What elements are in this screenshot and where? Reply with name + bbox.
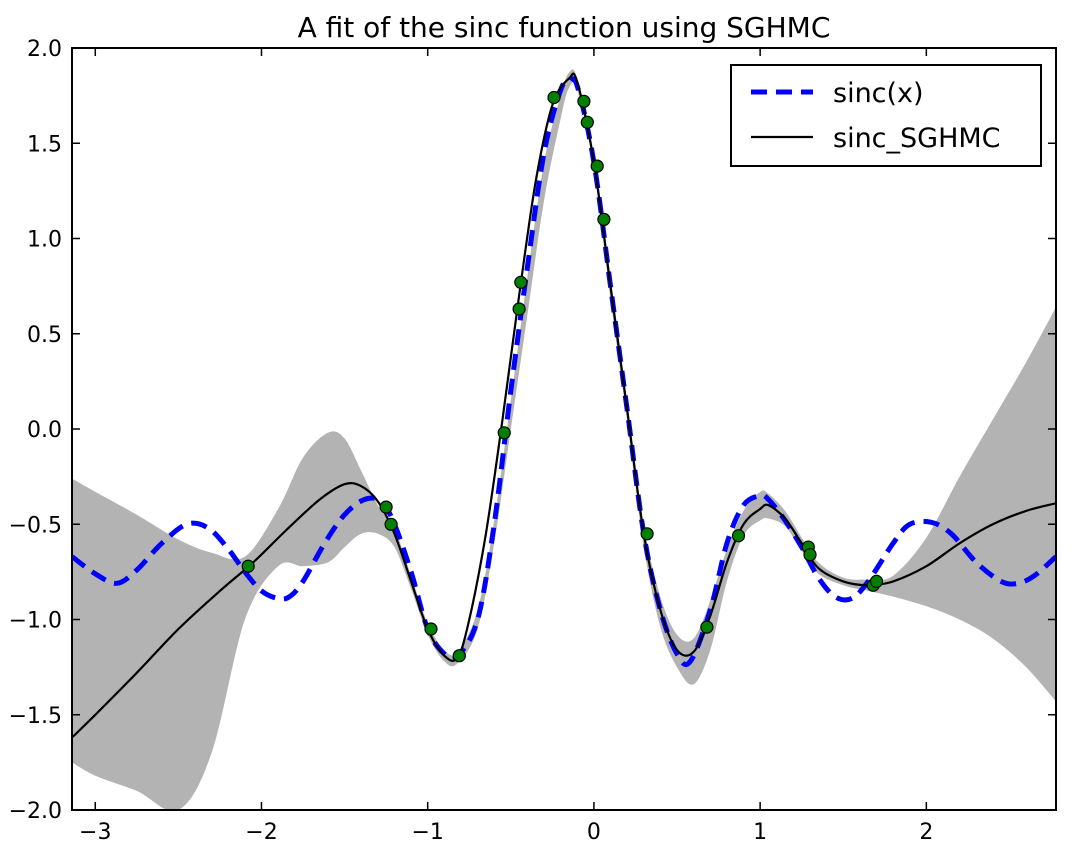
observation-point [869,574,884,589]
observation-point [640,527,654,541]
y-tick-label: 0.5 [27,323,62,348]
observation-points [241,90,884,663]
legend-label-sinc-sghmc: sinc_SGHMC [833,123,1001,154]
x-tick-label: 0 [587,820,601,845]
y-tick-label: 1.5 [27,132,62,157]
observation-point [547,90,561,105]
y-tick-label: 2.0 [27,37,62,62]
observation-point [379,500,393,514]
observation-point [590,159,604,173]
x-tick-label: −1 [411,820,443,845]
observation-point [580,115,594,129]
observation-point [384,517,398,531]
y-tick-label: −0.5 [9,513,62,538]
legend-label-sinc: sinc(x) [833,78,924,109]
x-tick-label: 1 [753,820,767,845]
x-tick-label: 2 [919,820,933,845]
observation-point [514,275,528,289]
y-tick-label: −1.0 [9,609,62,634]
observation-point [803,548,817,562]
axis-ticks: −3 −2 −1 0 1 2 2.0 1.5 1.0 0.5 0.0 −0.5 −1.0 −1.5 −2.0 [9,37,1056,845]
plot-area [72,69,1056,810]
y-tick-label: −1.5 [9,704,62,729]
confidence-band [72,69,1056,810]
observation-point [241,559,255,573]
legend-box [730,64,1042,167]
observation-point [731,529,746,543]
x-tick-label: −2 [245,820,277,845]
y-tick-label: 0.0 [27,418,62,443]
observation-point [452,649,466,663]
x-tick-label: −3 [79,820,111,845]
observation-point [424,622,438,636]
y-tick-label: −2.0 [9,799,62,824]
observation-point [577,94,591,108]
observation-point [597,212,611,226]
series-sinc-sghmc-line [72,72,1056,739]
y-tick-label: 1.0 [27,228,62,253]
observation-point [700,620,714,634]
legend: sinc(x) sinc_SGHMC [730,64,1042,167]
observation-point [512,302,526,316]
chart-title: A fit of the sinc function using SGHMC [298,11,831,44]
observation-point [497,426,511,440]
